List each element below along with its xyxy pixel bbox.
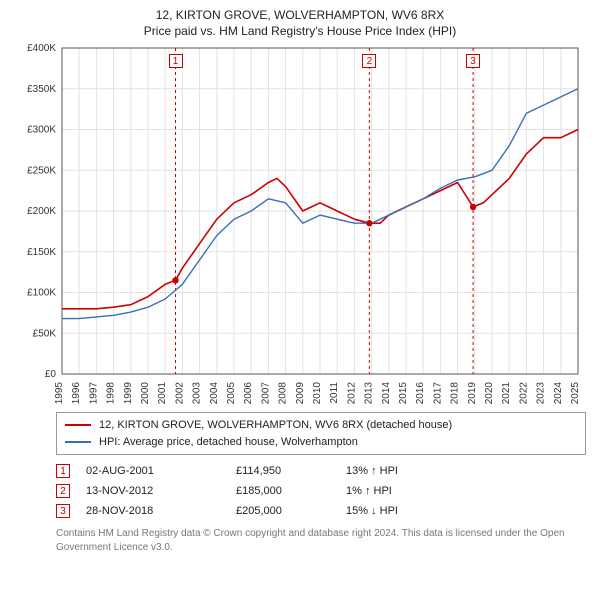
chart-area: £0 £50K £100K £150K £200K £250K £300K £350K £400…	[20, 44, 580, 404]
svg-text:2014: 2014	[381, 382, 392, 404]
svg-text:£300K: £300K	[27, 125, 56, 136]
svg-text:2022: 2022	[518, 382, 529, 404]
chart-container: 12, KIRTON GROVE, WOLVERHAMPTON, WV6 8RX…	[0, 0, 600, 590]
sale-marker-2: 2	[362, 54, 376, 68]
legend-item: 12, KIRTON GROVE, WOLVERHAMPTON, WV6 8RX…	[65, 417, 577, 434]
chart-svg: £0 £50K £100K £150K £200K £250K £300K £350K £400…	[20, 44, 580, 404]
sale-row: 3 28-NOV-2018£205,00015% ↓ HPI	[56, 501, 586, 521]
svg-text:2010: 2010	[312, 382, 323, 404]
legend-item: HPI: Average price, detached house, Wolv…	[65, 434, 577, 451]
svg-text:2001: 2001	[157, 382, 168, 404]
legend: 12, KIRTON GROVE, WOLVERHAMPTON, WV6 8RX…	[56, 412, 586, 455]
sale-row-delta: 1% ↑ HPI	[346, 485, 456, 497]
svg-text:2003: 2003	[192, 382, 203, 404]
svg-text:2006: 2006	[243, 382, 254, 404]
svg-text:2007: 2007	[260, 382, 271, 404]
svg-text:2009: 2009	[295, 382, 306, 404]
svg-text:2005: 2005	[226, 382, 237, 404]
svg-text:2017: 2017	[432, 382, 443, 404]
sale-marker-1: 1	[169, 54, 183, 68]
svg-text:2019: 2019	[467, 382, 478, 404]
sale-row-delta: 15% ↓ HPI	[346, 505, 456, 517]
svg-text:2008: 2008	[278, 382, 289, 404]
svg-text:£0: £0	[45, 369, 57, 380]
legend-swatch	[65, 424, 91, 426]
svg-text:£50K: £50K	[33, 328, 57, 339]
sale-row-price: £114,950	[236, 465, 346, 477]
svg-text:1999: 1999	[123, 382, 134, 404]
svg-text:2015: 2015	[398, 382, 409, 404]
svg-text:£200K: £200K	[27, 206, 56, 217]
sales-table: 1 02-AUG-2001£114,95013% ↑ HPI 2 13-NOV-201…	[56, 461, 586, 521]
svg-text:1998: 1998	[106, 382, 117, 404]
sale-row-date: 02-AUG-2001	[86, 465, 236, 477]
sale-row-price: £205,000	[236, 505, 346, 517]
sale-row: 1 02-AUG-2001£114,95013% ↑ HPI	[56, 461, 586, 481]
svg-text:2016: 2016	[415, 382, 426, 404]
svg-text:£250K: £250K	[27, 165, 56, 176]
svg-text:2013: 2013	[364, 382, 375, 404]
sale-row-delta: 13% ↑ HPI	[346, 465, 456, 477]
legend-label: HPI: Average price, detached house, Wolv…	[99, 434, 358, 451]
svg-text:2011: 2011	[329, 382, 340, 404]
svg-text:2000: 2000	[140, 382, 151, 404]
svg-text:2018: 2018	[450, 382, 461, 404]
svg-text:1996: 1996	[71, 382, 82, 404]
svg-text:2012: 2012	[346, 382, 357, 404]
sale-marker-3: 3	[466, 54, 480, 68]
svg-text:1997: 1997	[88, 382, 99, 404]
svg-text:£150K: £150K	[27, 247, 56, 258]
legend-label: 12, KIRTON GROVE, WOLVERHAMPTON, WV6 8RX…	[99, 417, 452, 434]
title-sub: Price paid vs. HM Land Registry's House …	[14, 24, 586, 38]
svg-text:2021: 2021	[501, 382, 512, 404]
sale-row: 2 13-NOV-2012£185,0001% ↑ HPI	[56, 481, 586, 501]
svg-text:£400K: £400K	[27, 44, 56, 54]
sale-row-date: 28-NOV-2018	[86, 505, 236, 517]
attribution-footnote: Contains HM Land Registry data © Crown c…	[56, 527, 586, 554]
svg-text:2004: 2004	[209, 382, 220, 404]
svg-text:2002: 2002	[174, 382, 185, 404]
svg-text:2025: 2025	[570, 382, 580, 404]
sale-row-marker: 1	[56, 464, 70, 478]
sale-row-marker: 2	[56, 484, 70, 498]
sale-row-date: 13-NOV-2012	[86, 485, 236, 497]
svg-text:2024: 2024	[553, 382, 564, 404]
svg-text:£100K: £100K	[27, 288, 56, 299]
sale-row-price: £185,000	[236, 485, 346, 497]
svg-text:2020: 2020	[484, 382, 495, 404]
sale-row-marker: 3	[56, 504, 70, 518]
svg-text:£350K: £350K	[27, 84, 56, 95]
legend-swatch	[65, 441, 91, 443]
titles: 12, KIRTON GROVE, WOLVERHAMPTON, WV6 8RX…	[14, 8, 586, 38]
title-main: 12, KIRTON GROVE, WOLVERHAMPTON, WV6 8RX	[14, 8, 586, 22]
svg-text:1995: 1995	[54, 382, 65, 404]
svg-text:2023: 2023	[536, 382, 547, 404]
